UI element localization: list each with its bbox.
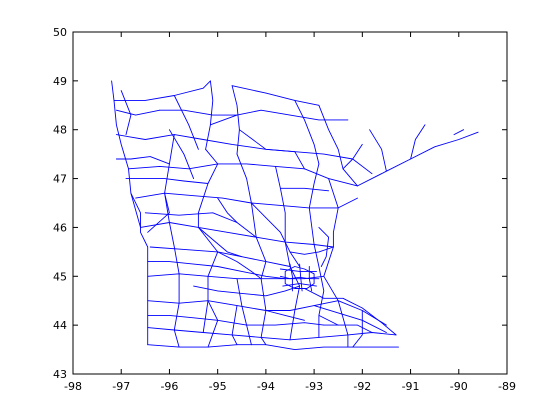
road-segment [115,134,373,175]
road-segment [125,178,209,184]
x-tick-label: -98 [64,380,82,393]
road-segment [282,283,317,287]
road-segment [318,226,330,267]
road-segment [279,275,320,280]
x-tick-label: -93 [305,380,323,393]
road-segment [231,305,238,346]
road-segment [238,129,296,153]
road-segment [209,114,238,126]
road-segment [130,192,141,228]
road-segment [147,261,286,280]
road-segment [205,80,214,150]
axes-box [72,31,508,375]
road-segment [453,129,465,136]
road-segment [128,163,358,187]
x-tick-label: -96 [160,380,178,393]
road-segment [120,90,132,136]
road-segment [299,263,303,292]
road-segment [147,300,387,326]
x-tick-label: -90 [450,380,468,393]
y-tick-label: 47 [53,173,67,186]
road-segment [197,226,243,258]
road-segment [294,99,320,165]
y-tick-label: 46 [53,221,67,234]
x-tick-label: -94 [257,380,275,393]
road-segment [410,124,426,160]
road-segment [265,310,305,321]
road-segment [115,109,161,116]
y-tick-label: 49 [53,75,67,88]
road-segment [289,246,334,255]
road-segment [147,327,397,341]
x-tick-label: -89 [498,380,516,393]
road-segment [294,151,305,170]
x-tick-label: -97 [112,380,130,393]
road-segment [231,85,320,106]
y-tick-label: 50 [53,26,67,39]
road-segment [140,222,334,248]
road-segment [111,80,149,346]
road-segment [217,251,262,280]
x-tick-label: -95 [209,380,227,393]
road-segment [147,192,170,233]
road-segment [279,268,317,272]
road-segment [164,134,180,348]
y-axis-ticks: 43 44 45 46 47 48 49 50 [53,26,507,381]
road-segment [115,156,170,165]
road-segment [318,104,344,170]
road-segment [342,143,363,170]
road-segment [308,266,313,292]
road-segment [147,344,399,351]
road-segment [313,305,387,333]
road-segment [323,324,373,333]
x-tick-label: -92 [353,380,371,393]
road-segment [304,288,397,336]
x-tick-label: -91 [402,380,420,393]
y-tick-label: 44 [53,319,67,332]
y-tick-label: 45 [53,270,67,283]
road-segment [279,187,330,192]
road-segment [236,153,267,346]
y-tick-label: 43 [53,368,67,381]
road-segment [289,263,293,292]
road-segment [149,246,291,267]
plot-area [111,80,479,351]
y-tick-label: 48 [53,124,67,137]
road-segment [352,310,363,348]
road-segment [250,202,301,267]
road-segment [159,109,349,121]
road-segment [369,129,387,172]
road-segment [168,129,195,180]
road-segment [147,314,325,326]
road-segment [231,85,240,155]
road-segment [193,285,301,297]
x-axis-ticks: -98 -97 -96 -95 -94 -93 -92 -91 -90 -89 [64,32,516,393]
road-segment [217,197,238,223]
road-segment [275,165,301,341]
road-segment [308,163,325,338]
road-segment [318,314,339,326]
road-segment [236,278,252,346]
road-segment [173,95,199,150]
